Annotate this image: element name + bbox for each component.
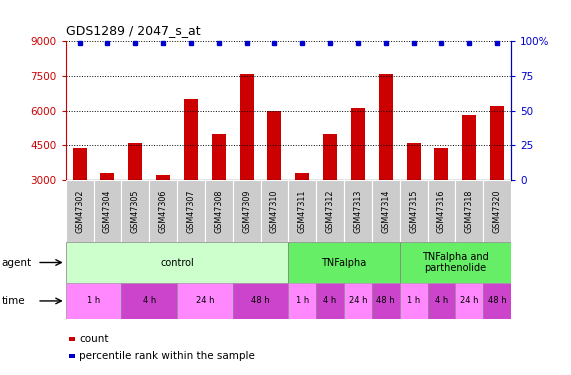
Text: GSM47315: GSM47315 (409, 189, 418, 232)
Text: GSM47314: GSM47314 (381, 189, 391, 232)
Bar (372, 180, 400, 242)
Bar (73, 148, 87, 180)
Bar (344, 283, 372, 319)
Text: TNFalpha and
parthenolide: TNFalpha and parthenolide (422, 252, 489, 273)
Bar (379, 74, 393, 180)
Text: 1 h: 1 h (407, 296, 420, 305)
Text: GSM47318: GSM47318 (465, 189, 474, 232)
Text: 24 h: 24 h (460, 296, 478, 305)
Bar (66, 180, 94, 242)
Text: percentile rank within the sample: percentile rank within the sample (79, 351, 255, 361)
Bar (316, 283, 344, 319)
Bar (428, 283, 456, 319)
Text: GSM47306: GSM47306 (159, 189, 168, 232)
Bar (205, 180, 233, 242)
Bar (66, 283, 122, 319)
Bar (344, 180, 372, 242)
Text: 4 h: 4 h (143, 296, 156, 305)
Bar (372, 283, 400, 319)
Bar (407, 143, 421, 180)
Text: agent: agent (2, 258, 32, 267)
Text: control: control (160, 258, 194, 267)
Bar (267, 111, 282, 180)
Text: GSM47310: GSM47310 (270, 189, 279, 232)
Text: GSM47304: GSM47304 (103, 189, 112, 232)
Text: 4 h: 4 h (324, 296, 337, 305)
Text: GSM47313: GSM47313 (353, 189, 363, 232)
Text: 24 h: 24 h (196, 296, 214, 305)
Bar (490, 106, 504, 180)
Text: 1 h: 1 h (87, 296, 100, 305)
Text: 4 h: 4 h (435, 296, 448, 305)
Bar (100, 173, 114, 180)
Bar (156, 176, 170, 180)
Bar (456, 283, 483, 319)
Bar (128, 143, 142, 180)
Text: GDS1289 / 2047_s_at: GDS1289 / 2047_s_at (66, 24, 200, 38)
Bar (295, 173, 309, 180)
Text: GSM47302: GSM47302 (75, 189, 84, 232)
Bar (288, 242, 400, 283)
Bar (177, 180, 205, 242)
Text: 48 h: 48 h (376, 296, 395, 305)
Text: 1 h: 1 h (296, 296, 309, 305)
Text: count: count (79, 334, 109, 344)
Bar (184, 99, 198, 180)
Bar (122, 283, 177, 319)
Bar (177, 283, 233, 319)
Text: 24 h: 24 h (349, 296, 367, 305)
Text: GSM47316: GSM47316 (437, 189, 446, 232)
Bar (400, 242, 511, 283)
Bar (463, 115, 476, 180)
Bar (456, 180, 483, 242)
Bar (233, 283, 288, 319)
Bar (288, 180, 316, 242)
Text: GSM47312: GSM47312 (325, 189, 335, 232)
Text: GSM47308: GSM47308 (214, 189, 223, 232)
Text: time: time (2, 296, 25, 306)
Bar (400, 180, 428, 242)
Bar (351, 108, 365, 180)
Text: GSM47307: GSM47307 (186, 189, 195, 232)
Bar (233, 180, 260, 242)
Bar (122, 180, 149, 242)
Bar (212, 134, 226, 180)
Bar (483, 180, 511, 242)
Bar (400, 283, 428, 319)
Bar (288, 283, 316, 319)
Text: GSM47309: GSM47309 (242, 189, 251, 232)
Bar (149, 180, 177, 242)
Bar (316, 180, 344, 242)
Text: GSM47311: GSM47311 (297, 189, 307, 232)
Bar (323, 134, 337, 180)
Bar (94, 180, 122, 242)
Bar (483, 283, 511, 319)
Bar (435, 148, 448, 180)
Text: 48 h: 48 h (251, 296, 270, 305)
Bar (428, 180, 456, 242)
Text: GSM47305: GSM47305 (131, 189, 140, 232)
Text: TNFalpha: TNFalpha (321, 258, 367, 267)
Text: 48 h: 48 h (488, 296, 506, 305)
Bar (260, 180, 288, 242)
Bar (240, 74, 254, 180)
Bar (66, 242, 288, 283)
Text: GSM47320: GSM47320 (493, 189, 502, 232)
